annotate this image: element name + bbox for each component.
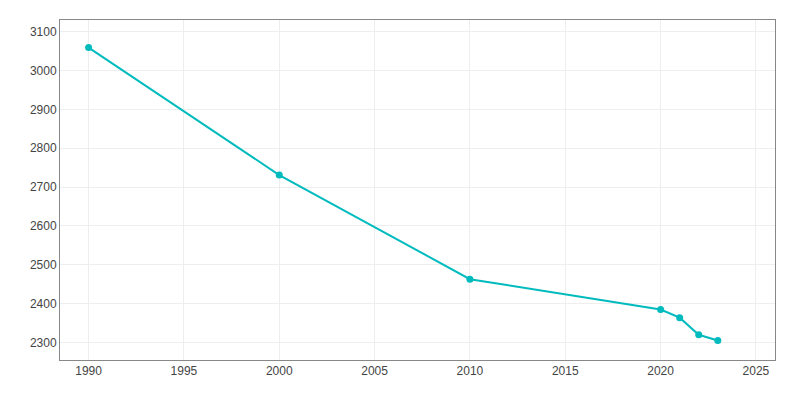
svg-text:3000: 3000 — [30, 64, 57, 78]
svg-text:2300: 2300 — [30, 336, 57, 350]
svg-text:2800: 2800 — [30, 141, 57, 155]
svg-text:2005: 2005 — [361, 364, 388, 378]
svg-text:2900: 2900 — [30, 103, 57, 117]
svg-text:2400: 2400 — [30, 297, 57, 311]
svg-text:2010: 2010 — [457, 364, 484, 378]
svg-text:2020: 2020 — [647, 364, 674, 378]
svg-text:2000: 2000 — [266, 364, 293, 378]
svg-text:2600: 2600 — [30, 219, 57, 233]
svg-text:2700: 2700 — [30, 180, 57, 194]
svg-text:2015: 2015 — [552, 364, 579, 378]
svg-text:1990: 1990 — [75, 364, 102, 378]
svg-text:2500: 2500 — [30, 258, 57, 272]
svg-text:1995: 1995 — [171, 364, 198, 378]
svg-text:2025: 2025 — [743, 364, 770, 378]
svg-text:3100: 3100 — [30, 25, 57, 39]
